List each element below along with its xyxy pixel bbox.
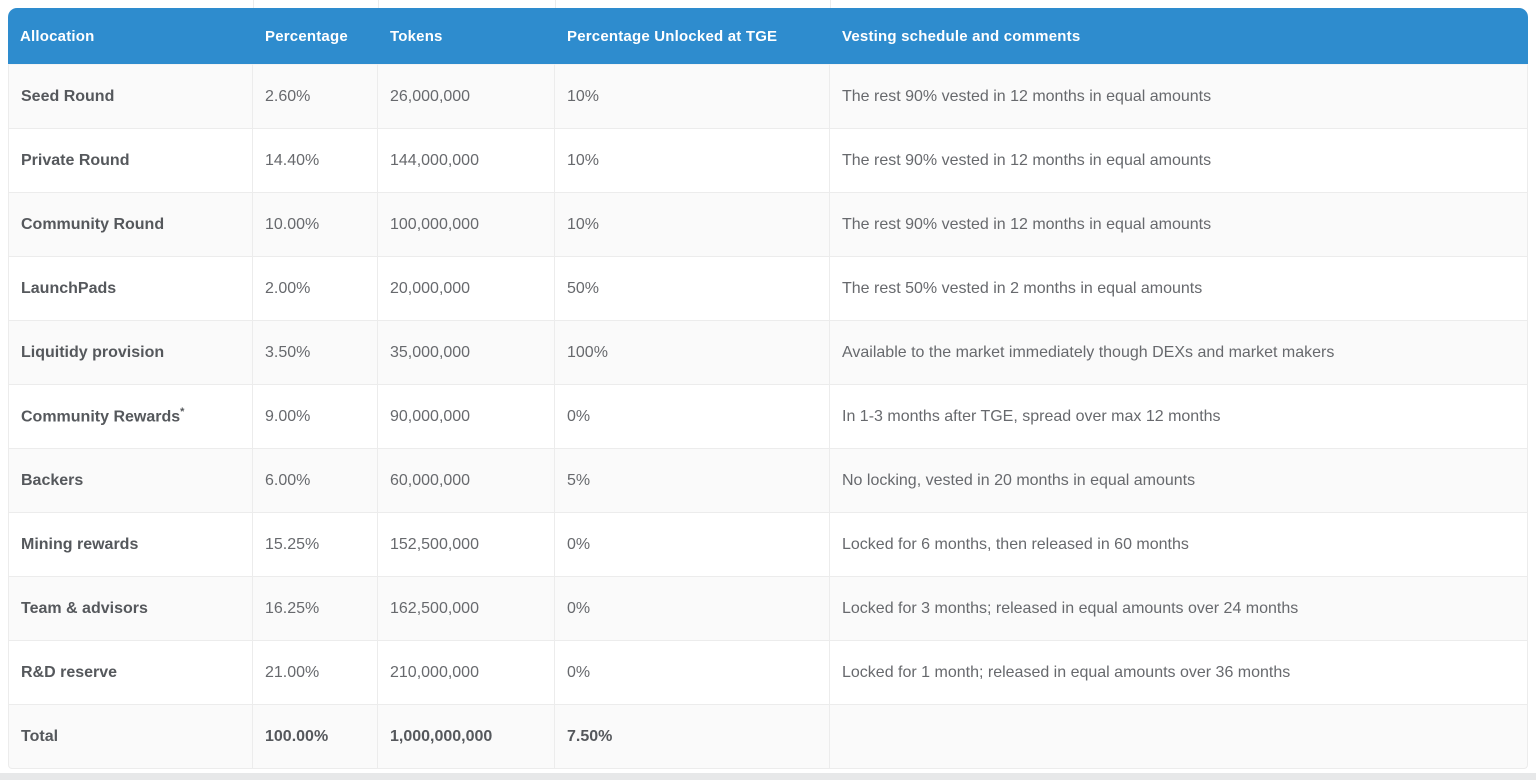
allocation-label: Backers (21, 471, 84, 489)
allocation-label: Private Round (21, 151, 130, 169)
cell-tokens: 1,000,000,000 (378, 705, 555, 769)
cell-vesting (830, 705, 1528, 769)
column-divider-tick (555, 0, 556, 9)
cell-unlocked_tge: 10% (555, 193, 830, 257)
column-divider-tick (378, 0, 379, 9)
cell-tokens: 26,000,000 (378, 64, 555, 129)
allocation-label: Team & advisors (21, 599, 148, 617)
table-header: Allocation Percentage Tokens Percentage Unl… (8, 8, 1528, 64)
cell-percentage: 14.40% (253, 129, 378, 193)
table-row: LaunchPads 2.00% 20,000,000 50% The rest 50%… (8, 257, 1528, 321)
cell-allocation: Private Round (8, 129, 253, 193)
cell-allocation: Mining rewards (8, 513, 253, 577)
allocation-label: R&D reserve (21, 663, 118, 681)
cell-unlocked_tge: 100% (555, 321, 830, 385)
cell-allocation: LaunchPads (8, 257, 253, 321)
column-header-percentage: Percentage (253, 8, 378, 64)
cell-tokens: 20,000,000 (378, 257, 555, 321)
header-row: Allocation Percentage Tokens Percentage Unl… (8, 8, 1528, 64)
cell-percentage: 2.00% (253, 257, 378, 321)
cell-unlocked_tge: 10% (555, 129, 830, 193)
cell-percentage: 9.00% (253, 385, 378, 449)
cell-vesting: In 1-3 months after TGE, spread over max… (830, 385, 1528, 449)
cell-percentage: 15.25% (253, 513, 378, 577)
cell-percentage: 10.00% (253, 193, 378, 257)
cell-vesting: The rest 90% vested in 12 months in equa… (830, 193, 1528, 257)
cell-allocation: Liquitidy provision (8, 321, 253, 385)
allocation-label: Community Round (21, 215, 165, 233)
cell-vesting: No locking, vested in 20 months in equal… (830, 449, 1528, 513)
column-header-vesting: Vesting schedule and comments (830, 8, 1528, 64)
cell-tokens: 90,000,000 (378, 385, 555, 449)
cell-vesting: The rest 90% vested in 12 months in equa… (830, 129, 1528, 193)
cell-unlocked_tge: 5% (555, 449, 830, 513)
cell-allocation: Team & advisors (8, 577, 253, 641)
table-row: Community Rewards* 9.00% 90,000,000 0% In 1-… (8, 385, 1528, 449)
cell-allocation: Seed Round (8, 64, 253, 129)
table-row: Private Round 14.40% 144,000,000 10% The res… (8, 129, 1528, 193)
table-row: R&D reserve 21.00% 210,000,000 0% Locked for… (8, 641, 1528, 705)
cell-unlocked_tge: 7.50% (555, 705, 830, 769)
cell-tokens: 144,000,000 (378, 129, 555, 193)
column-header-tokens: Tokens (378, 8, 555, 64)
table-row: Community Round 10.00% 100,000,000 10% The r… (8, 193, 1528, 257)
cell-unlocked_tge: 0% (555, 513, 830, 577)
cell-tokens: 35,000,000 (378, 321, 555, 385)
cell-tokens: 60,000,000 (378, 449, 555, 513)
cell-vesting: Locked for 1 month; released in equal am… (830, 641, 1528, 705)
column-divider-tick (253, 0, 254, 9)
cell-allocation: Community Rewards* (8, 385, 253, 449)
cell-percentage: 3.50% (253, 321, 378, 385)
table-row: Seed Round 2.60% 26,000,000 10% The rest 90%… (8, 64, 1528, 129)
cell-tokens: 210,000,000 (378, 641, 555, 705)
cell-vesting: Locked for 3 months; released in equal a… (830, 577, 1528, 641)
allocation-label: LaunchPads (21, 279, 117, 297)
cell-vesting: The rest 90% vested in 12 months in equa… (830, 64, 1528, 129)
allocation-label: Total (21, 727, 59, 745)
cell-unlocked_tge: 0% (555, 577, 830, 641)
cell-vesting: The rest 50% vested in 2 months in equal… (830, 257, 1528, 321)
cell-percentage: 100.00% (253, 705, 378, 769)
page-bottom-edge (0, 773, 1536, 780)
cell-allocation: Backers (8, 449, 253, 513)
allocation-table-card: Allocation Percentage Tokens Percentage Unl… (8, 8, 1528, 769)
cell-unlocked_tge: 50% (555, 257, 830, 321)
column-header-unlocked_tge: Percentage Unlocked at TGE (555, 8, 830, 64)
table-body: Seed Round 2.60% 26,000,000 10% The rest 90%… (8, 64, 1528, 769)
cell-percentage: 21.00% (253, 641, 378, 705)
allocation-label: Mining rewards (21, 535, 139, 553)
cell-tokens: 152,500,000 (378, 513, 555, 577)
column-divider-tick (830, 0, 831, 9)
cell-tokens: 100,000,000 (378, 193, 555, 257)
token-allocation-table: Allocation Percentage Tokens Percentage Unl… (8, 8, 1528, 769)
cell-unlocked_tge: 10% (555, 64, 830, 129)
column-header-allocation: Allocation (8, 8, 253, 64)
cell-percentage: 6.00% (253, 449, 378, 513)
footnote-asterisk: * (180, 406, 185, 419)
cell-vesting: Available to the market immediately thou… (830, 321, 1528, 385)
cell-tokens: 162,500,000 (378, 577, 555, 641)
cell-allocation: R&D reserve (8, 641, 253, 705)
table-row: Team & advisors 16.25% 162,500,000 0% Locked… (8, 577, 1528, 641)
allocation-label: Seed Round (21, 87, 115, 105)
total-row: Total 100.00% 1,000,000,000 7.50% (8, 705, 1528, 769)
table-row: Liquitidy provision 3.50% 35,000,000 100% Av… (8, 321, 1528, 385)
allocation-label: Community Rewards (21, 408, 181, 426)
cell-allocation: Total (8, 705, 253, 769)
table-row: Backers 6.00% 60,000,000 5% No locking, vest… (8, 449, 1528, 513)
cell-unlocked_tge: 0% (555, 385, 830, 449)
cell-percentage: 16.25% (253, 577, 378, 641)
cell-unlocked_tge: 0% (555, 641, 830, 705)
table-row: Mining rewards 15.25% 152,500,000 0% Locked … (8, 513, 1528, 577)
cell-allocation: Community Round (8, 193, 253, 257)
cell-percentage: 2.60% (253, 64, 378, 129)
cell-vesting: Locked for 6 months, then released in 60… (830, 513, 1528, 577)
allocation-label: Liquitidy provision (21, 343, 165, 361)
